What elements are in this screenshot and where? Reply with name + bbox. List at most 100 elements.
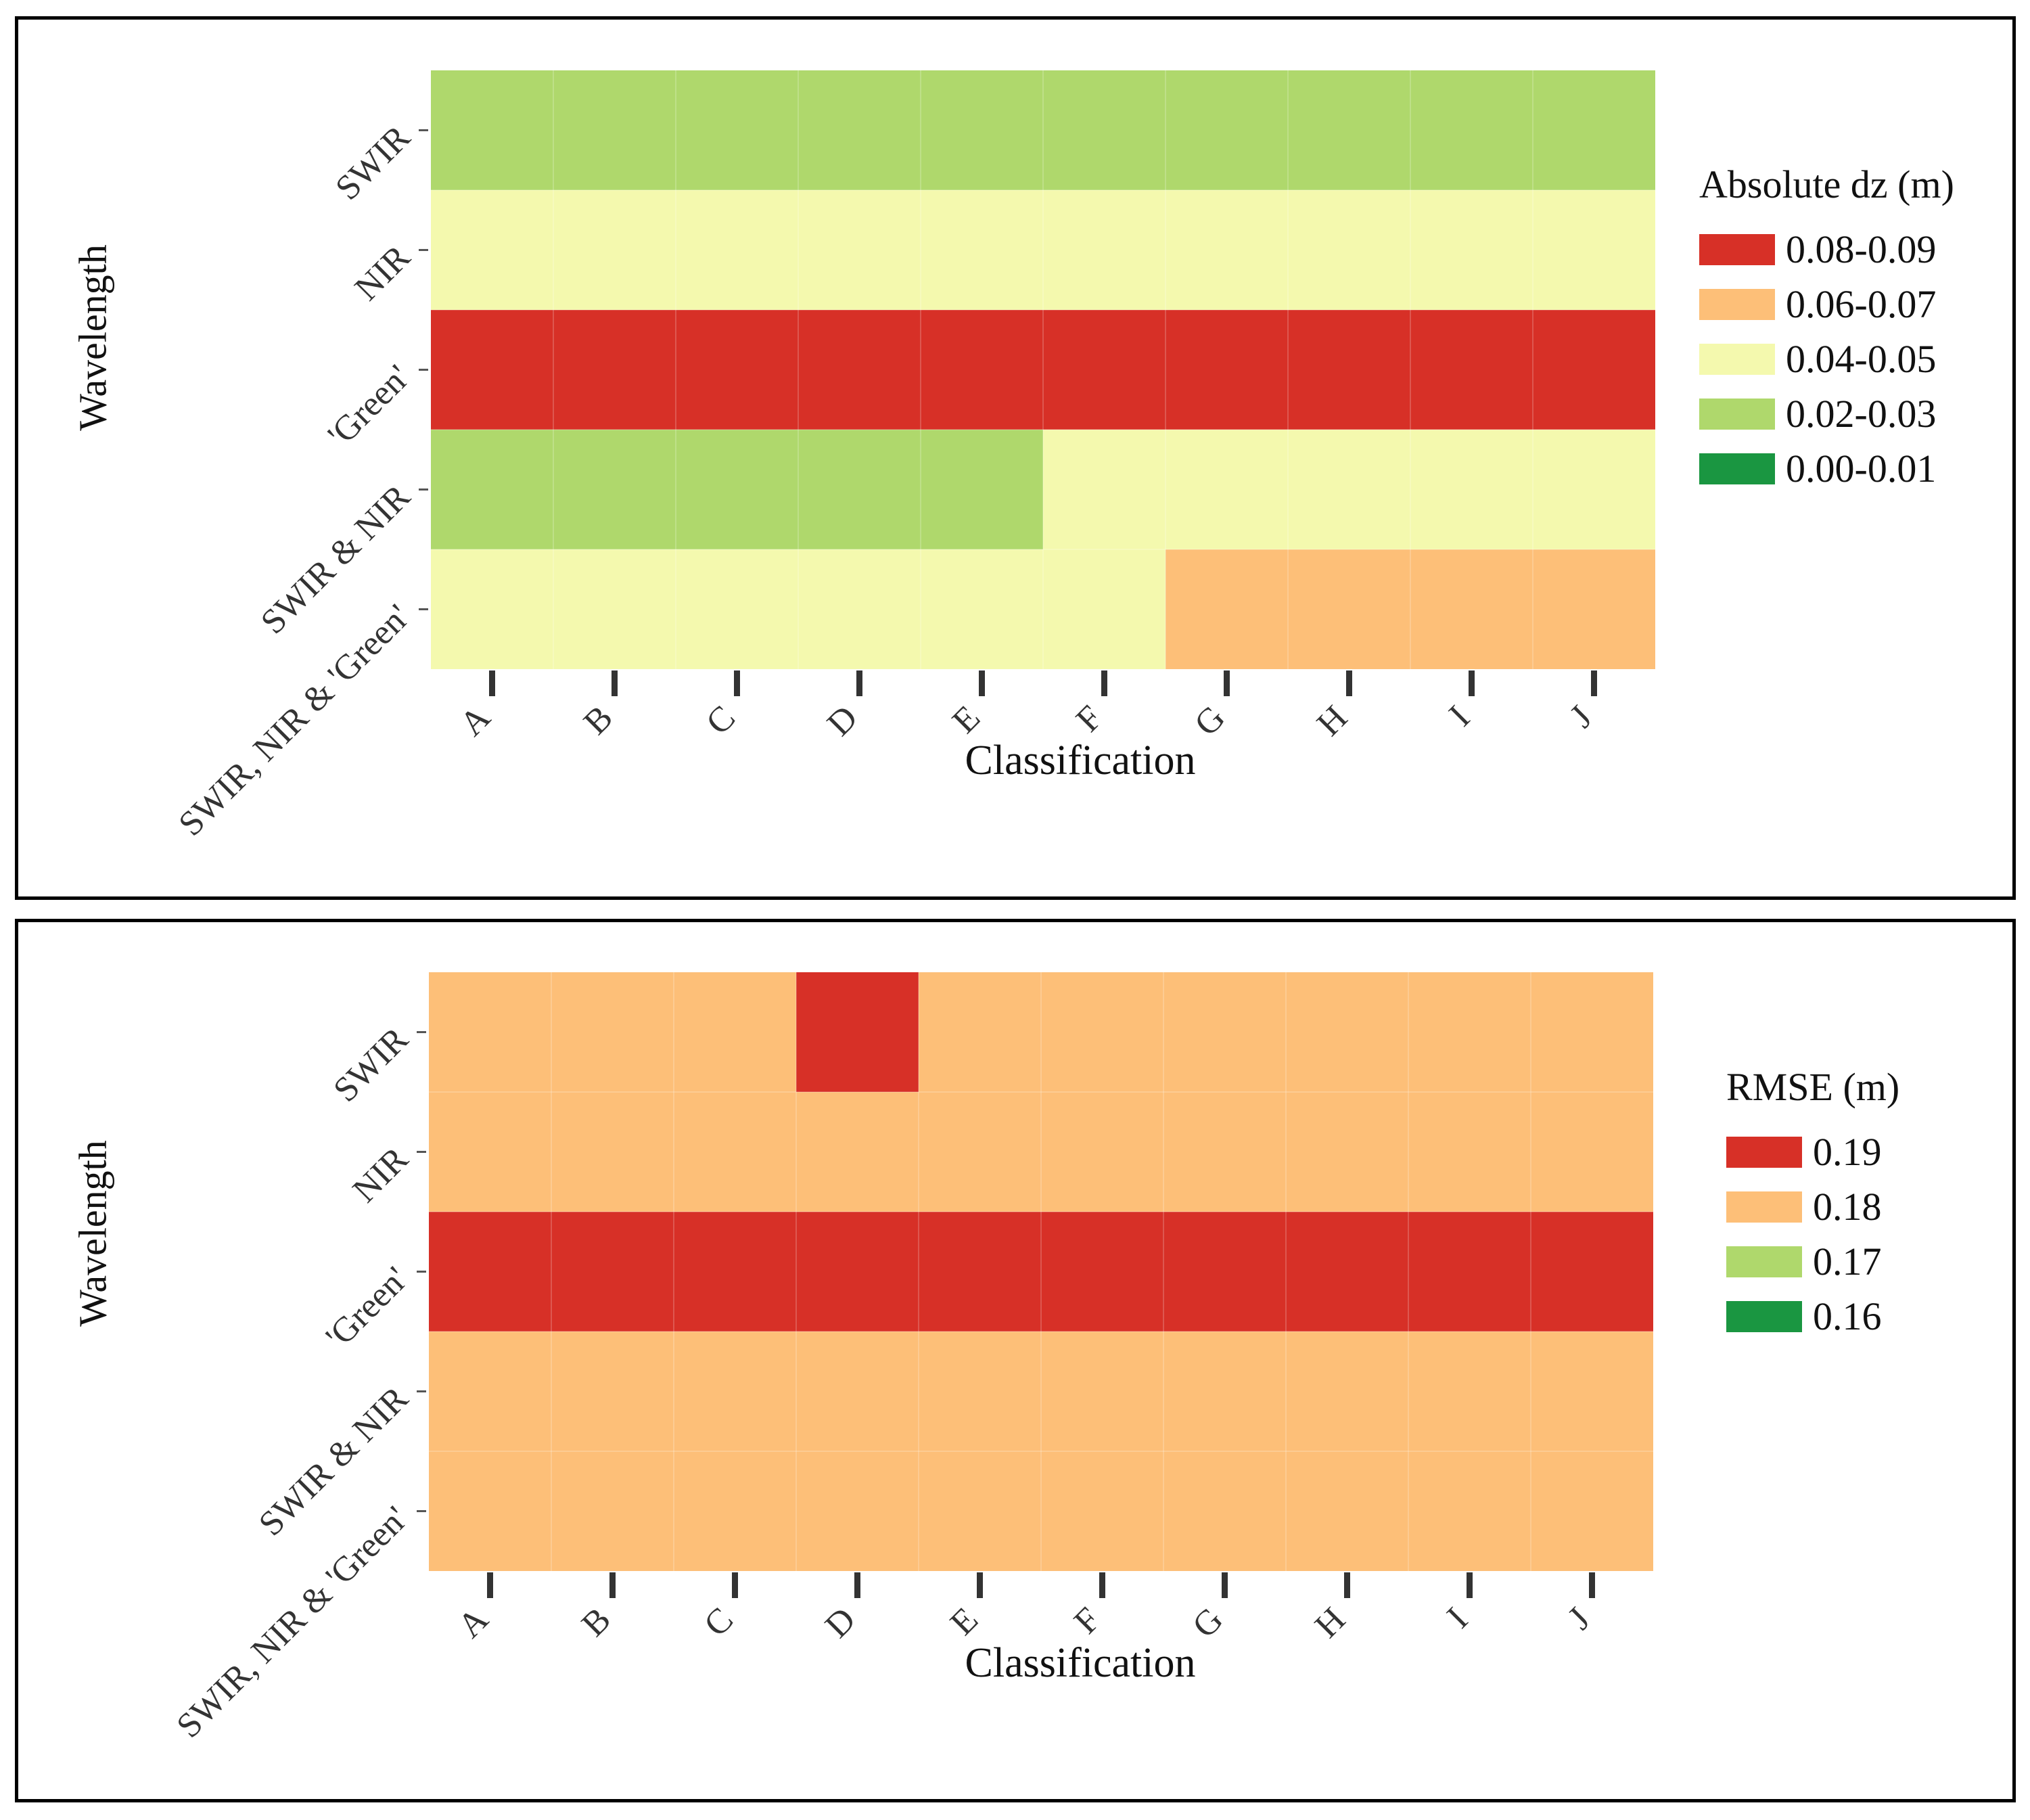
heatmap-cell (674, 1332, 796, 1451)
heatmap-cell (1286, 1212, 1408, 1332)
heatmap-cell (919, 1092, 1041, 1212)
x-tick-label: D (818, 1600, 863, 1645)
x-tick-label: H (1310, 698, 1355, 744)
heatmap-cell (676, 310, 798, 430)
heatmap-cell (1408, 972, 1531, 1092)
heatmap-cell (796, 1332, 919, 1451)
heatmap-cell (921, 430, 1043, 549)
heatmap-cell (551, 1092, 674, 1212)
heatmap-cell (1531, 972, 1653, 1092)
legend: Absolute dz (m) 0.08-0.09 0.06-0.07 0.04… (1699, 162, 1954, 496)
legend-swatch (1699, 398, 1775, 430)
legend-swatch (1726, 1136, 1802, 1168)
heatmap-cell (431, 190, 553, 310)
legend-swatch (1726, 1246, 1802, 1277)
heatmap-cell (1288, 190, 1410, 310)
legend-label: 0.19 (1813, 1130, 1882, 1174)
x-tick-label: D (820, 698, 865, 744)
chart-panel-rmse: Wavelength A B C D E F G H I J SWIR NIR 'Green' SWIR … (15, 919, 2016, 1802)
heatmap-cell (1531, 1451, 1653, 1571)
heatmap-cell (798, 430, 921, 549)
heatmap-cell (919, 1451, 1041, 1571)
heatmap-cell (1288, 310, 1410, 430)
heatmap-cell (553, 430, 676, 549)
y-tick-label: 'Green' (319, 1260, 415, 1357)
legend-label: 0.08-0.09 (1786, 227, 1937, 271)
heatmap-cell (798, 70, 921, 190)
heatmap-cell (1533, 70, 1655, 190)
heatmap-cell (1410, 430, 1533, 549)
x-tick-label: C (697, 1600, 741, 1644)
heatmap-cell (1533, 549, 1655, 669)
heatmap-cell (553, 549, 676, 669)
legend-item: 0.18 (1726, 1179, 1899, 1234)
heatmap-cell (1166, 430, 1288, 549)
heatmap-cell (1166, 310, 1288, 430)
heatmap-cell (1163, 1212, 1286, 1332)
heatmap-cell (796, 1212, 919, 1332)
heatmap-cell (674, 1451, 796, 1571)
heatmap-cell (1410, 70, 1533, 190)
heatmap-cell (921, 549, 1043, 669)
legend-swatch (1699, 453, 1775, 484)
legend-label: 0.02-0.03 (1786, 392, 1937, 436)
heatmap-cell (1163, 1332, 1286, 1451)
y-tick-label: SWIR, NIR & 'Green' (171, 597, 417, 844)
heatmap-cell (1043, 190, 1166, 310)
heatmap-cell (798, 549, 921, 669)
heatmap-cell (1041, 1212, 1163, 1332)
legend: RMSE (m) 0.19 0.18 0.17 0.16 (1726, 1064, 1899, 1344)
heatmap-cell (796, 1451, 919, 1571)
legend-item: 0.02-0.03 (1699, 386, 1954, 441)
x-tick-label: F (1069, 698, 1110, 740)
heatmap-cell (431, 430, 553, 549)
heatmap-cell (1043, 70, 1166, 190)
heatmap-cell (551, 1451, 674, 1571)
heatmap-cell (1410, 310, 1533, 430)
legend-item: 0.17 (1726, 1234, 1899, 1289)
heatmap-cell (1286, 1092, 1408, 1212)
x-tick-label: A (453, 698, 498, 744)
heatmap-cell (1286, 1451, 1408, 1571)
heatmap-cell (1408, 1092, 1531, 1212)
heatmap-cell (1041, 1451, 1163, 1571)
heatmap-cell (429, 972, 551, 1092)
heatmap-cell (1531, 1332, 1653, 1451)
heatmap-cell (429, 1332, 551, 1451)
heatmap-cell (431, 70, 553, 190)
heatmap-cell (921, 190, 1043, 310)
heatmap-cell (1043, 430, 1166, 549)
y-tick-label: 'Green' (321, 358, 417, 455)
legend-title: Absolute dz (m) (1699, 162, 1954, 206)
heatmap-cell (1531, 1212, 1653, 1332)
heatmap-cell (1533, 310, 1655, 430)
heatmap-cell (551, 1212, 674, 1332)
heatmap-cell (553, 310, 676, 430)
legend-item: 0.06-0.07 (1699, 277, 1954, 332)
heatmap-cell (1041, 1092, 1163, 1212)
legend-label: 0.00-0.01 (1786, 447, 1937, 491)
legend-item: 0.19 (1726, 1124, 1899, 1179)
chart-panel-absolute-dz: Wavelength A B C D E F G H I J SWIR NIR 'Green' SWIR … (15, 16, 2016, 900)
heatmap-cell (1163, 1451, 1286, 1571)
heatmap-cell (1163, 1092, 1286, 1212)
heatmap-cell (921, 70, 1043, 190)
heatmap-cell (1408, 1332, 1531, 1451)
heatmap-cell (1286, 1332, 1408, 1451)
legend-swatch (1699, 233, 1775, 265)
x-tick-label: B (574, 1600, 618, 1644)
heatmap-cell (1288, 549, 1410, 669)
heatmap-cell (1166, 70, 1288, 190)
heatmap-cell (796, 1092, 919, 1212)
legend-label: 0.04-0.05 (1786, 337, 1937, 381)
heatmap-cell (676, 430, 798, 549)
heatmap-cell (1408, 1451, 1531, 1571)
y-tick-label: SWIR (328, 118, 417, 207)
heatmap-cell (1533, 430, 1655, 549)
heatmap-cell (919, 1332, 1041, 1451)
heatmap-cell (1163, 972, 1286, 1092)
legend-swatch (1699, 343, 1775, 375)
x-tick-label: I (1441, 698, 1477, 734)
x-tick-label: I (1439, 1600, 1475, 1636)
